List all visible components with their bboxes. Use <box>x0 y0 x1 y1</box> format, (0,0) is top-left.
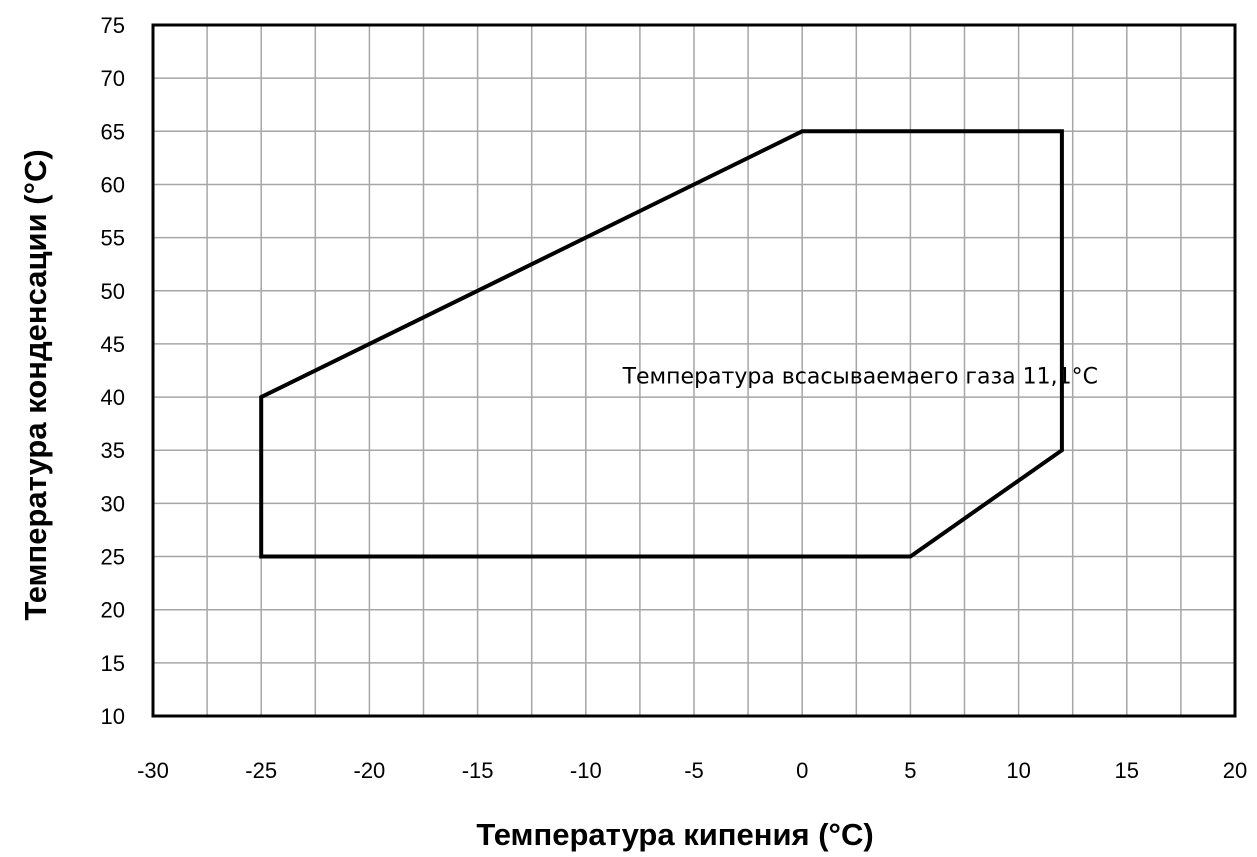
y-tick-label: 40 <box>101 385 125 410</box>
x-tick-label: 20 <box>1223 758 1247 783</box>
x-tick-label: 0 <box>796 758 808 783</box>
y-tick-label: 50 <box>101 279 125 304</box>
x-tick-label: -30 <box>137 758 169 783</box>
y-tick-label: 30 <box>101 491 125 516</box>
x-axis-title: Температура кипения (°C) <box>476 817 873 852</box>
grid <box>153 25 1235 716</box>
x-tick-label: -10 <box>570 758 602 783</box>
y-tick-label: 15 <box>101 651 125 676</box>
y-tick-label: 10 <box>101 704 125 729</box>
y-tick-labels: 10 15 20 25 30 35 40 45 50 55 60 65 70 75 <box>101 13 125 729</box>
x-tick-label: -5 <box>684 758 704 783</box>
x-tick-label: 15 <box>1115 758 1139 783</box>
y-tick-label: 35 <box>101 438 125 463</box>
y-tick-label: 60 <box>101 172 125 197</box>
annotation-label: Температура всасываемаего газа 11,1°C <box>622 364 1098 389</box>
y-tick-label: 70 <box>101 66 125 91</box>
y-tick-label: 65 <box>101 119 125 144</box>
y-tick-label: 20 <box>101 598 125 623</box>
y-axis-title: Температура конденсации (°C) <box>18 149 53 620</box>
y-tick-label: 25 <box>101 545 125 570</box>
plot-frame <box>151 23 1237 718</box>
y-tick-label: 75 <box>101 13 125 38</box>
x-tick-label: -15 <box>462 758 494 783</box>
x-tick-label: -20 <box>354 758 386 783</box>
y-tick-label: 55 <box>101 226 125 251</box>
series-layer <box>259 129 1064 559</box>
y-tick-label: 45 <box>101 332 125 357</box>
envelope-series-0 <box>259 129 1064 559</box>
x-tick-label: -25 <box>245 758 277 783</box>
x-tick-label: 10 <box>1006 758 1030 783</box>
x-tick-labels: -30 -25 -20 -15 -10 -5 0 5 10 15 20 <box>137 758 1247 783</box>
x-tick-label: 5 <box>904 758 916 783</box>
